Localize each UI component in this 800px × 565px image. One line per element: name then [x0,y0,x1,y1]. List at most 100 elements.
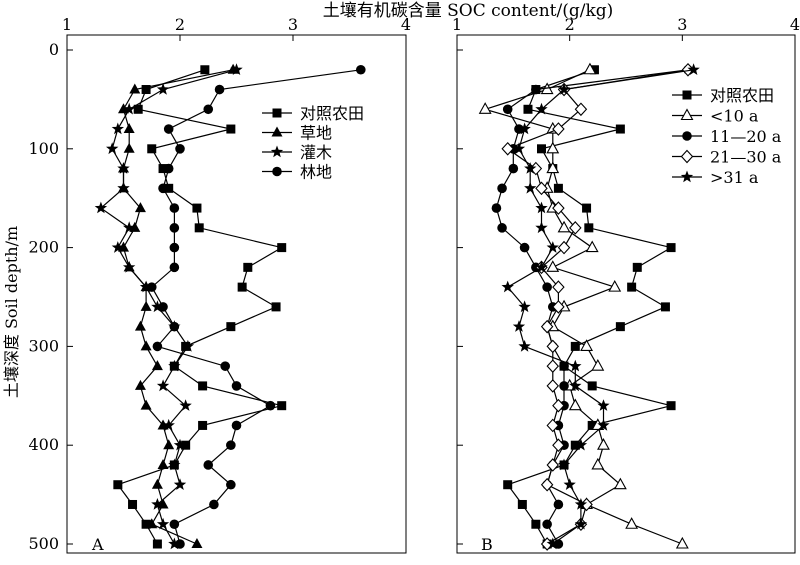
panel-a-legend-label: 灌木 [300,143,332,162]
panel-b-series-2-point [591,359,605,371]
panel-a-frame [66,34,407,554]
panel-a-series-1-point [147,144,157,154]
panel-b-series-3-point [502,104,513,115]
panel-b-series-4-point [540,477,554,492]
panel-a-series-3-point [123,102,136,115]
panel-b-series-4-point [546,458,560,472]
panel-b-series-2-point [568,398,582,411]
panel-a-series-4-point [152,341,163,352]
panel-a-y-tick-label: 300 [28,336,59,355]
panel-b-series-5-point [535,102,548,115]
panel-a-series-3-point [156,379,170,392]
panel-a-series-4-point [158,302,168,312]
panel-a-series-4-point [169,262,180,273]
panel-b-series-5-point [563,478,576,490]
panel-b-series-2-point [625,517,639,529]
panel-a-series-3-point [168,359,181,372]
panel-b-series-5-point [574,438,588,451]
panel-b-series-3-point [553,499,564,510]
panel-b-series-2-point [557,220,571,233]
panel-b-legend-label: 11—20 a [710,127,782,146]
panel-a-series-4-point [169,203,180,213]
panel-a-series-4-point [146,282,157,292]
panel-a-series-3-point [168,458,181,471]
panel-a-x-tick-label: 1 [62,15,72,34]
panel-a-series-4-point [265,400,276,411]
panel-b-series-4-point [552,280,565,294]
panel-b-legend-marker [680,149,694,164]
panel-b-series-5-point [535,260,548,273]
panel-b-series-4-point [552,122,565,136]
panel-b-series-1-point [615,322,625,332]
panel-a-series-2-point [123,142,135,153]
panel-b-series-1-point [587,420,597,430]
panel-b-x-tick-label: 4 [790,15,800,34]
panel-b-series-5-point [569,359,582,372]
panel-b-series-4-point [546,339,560,354]
panel-b-series-4-point [574,102,588,117]
panel-a-legend-label: 林地 [300,163,332,182]
panel-b-series-5-point [535,201,548,214]
panel-a-series-3-point [111,241,124,253]
panel-b-series-5-point [597,399,610,411]
panel-a-series-3-point [156,517,170,530]
panel-b-series-2-point [608,279,622,292]
panel-a-series-4-point [220,361,230,371]
panel-a-series-1-point [198,420,208,430]
panel-a-legend-marker [272,166,282,177]
panel-b-series-5-point [557,83,571,95]
panel-a-series-1-point [128,499,138,509]
panel-b-series-5-point [501,280,514,293]
panel-a-series-1-point [158,164,168,174]
panel-a-legend-label: 对照农田 [300,104,364,123]
panel-b-series-1-point [587,381,597,391]
panel-b-series-2-point [597,438,610,450]
panel-a-series-4-point [226,479,236,490]
panel-b-series-5-point [512,320,526,332]
panel-a-series-4-point [209,499,219,510]
panel-a-y-tick-label: 100 [28,139,59,158]
panel-b-series-5-point [574,498,588,510]
panel-a-series-2-point [123,123,135,134]
panel-a-series-1-point [277,243,287,253]
panel-b-legend-marker [680,170,694,183]
panel-b-series-1-point [503,480,513,490]
panel-a-series-2-point [134,379,146,390]
panel-a-series-4-point [175,144,185,154]
y-axis-title: 土壤深度 Soil depth/m [2,226,21,398]
panel-b-series-1-point [632,262,642,272]
panel-a-y-tick-label: 500 [28,534,59,553]
panel-a-series-1-line [116,69,284,545]
panel-b-series-1-point [666,243,676,253]
panel-a-series-2-point [163,439,175,450]
panel-a-series-3-point [162,418,175,431]
panel-b-series-1-point [570,440,580,450]
panel-b-series-4-point [546,359,560,373]
panel-a-series-1-point [277,401,287,411]
panel-a-series-1-point [141,85,151,95]
panel-b-series-5-point [524,181,537,194]
panel-a-x-tick-label: 2 [175,15,185,34]
panel-a-series-1-point [152,539,162,549]
panel-b-series-2-point [478,102,492,114]
panel-b-series-5-point [518,339,531,352]
panel-b-frame [456,34,796,554]
panel-b-series-1-point [589,65,599,75]
panel-b-series-3-point [508,163,519,174]
panel-b-legend-marker [682,90,692,100]
panel-b-legend-marker [680,108,694,121]
panel-b-series-1-point [627,282,637,292]
panel-a-series-1-point [198,381,208,391]
panel-a-series-1-point [192,203,202,213]
panel-b-series-5-point [518,300,531,313]
panel-b-x-tick-label: 3 [677,15,687,34]
panel-b-series-1-point [570,341,580,351]
panel-a-series-1-point [113,480,123,490]
panel-a-series-1-point [243,262,253,272]
panel-a-series-3-point [106,142,119,155]
panel-a-series-4-point [169,223,180,233]
panel-b-series-4-point [569,221,582,235]
panel-a-series-4-point [175,539,185,549]
panel-a-series-4-point [158,183,168,194]
